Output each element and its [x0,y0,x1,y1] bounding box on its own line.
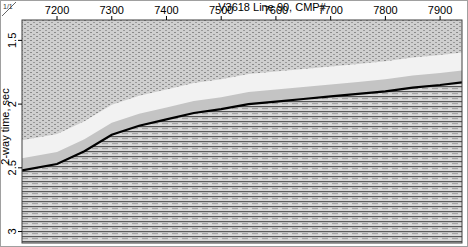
plot-frame [22,20,462,243]
x-tick-label: 7200 [45,4,69,16]
plot-area [22,20,462,243]
x-tick-label: 7300 [100,4,124,16]
x-tick-label: 7900 [428,4,452,16]
outer-frame [1,1,468,247]
x-tick [57,16,58,20]
corner-divider [2,2,16,16]
x-tick-label: 7400 [154,4,178,16]
subsurface [22,82,462,243]
y-tick-label: 1.5 [6,33,18,48]
x-tick [166,16,167,20]
y-tick [18,40,22,41]
y-tick [18,231,22,232]
x-tick [275,16,276,20]
x-tick [440,16,441,20]
reflector-line [22,82,462,170]
x-tick [385,16,386,20]
y-tick [18,104,22,105]
y-tick [18,167,22,168]
x-tick [111,16,112,20]
x-tick-label: 7800 [373,4,397,16]
chart-svg: 720073007400750076007700780079001.522.53… [0,0,468,247]
title: V3618 Line 90, CMP# [218,1,327,13]
x-tick [330,16,331,20]
x-tick [221,16,222,20]
chart-root: 720073007400750076007700780079001.522.53… [0,0,468,247]
corner-label: 1/1 [3,3,13,10]
y-label: 2-way time, sec [0,88,11,165]
water-column [22,20,462,243]
y-tick-label: 3 [6,228,18,234]
